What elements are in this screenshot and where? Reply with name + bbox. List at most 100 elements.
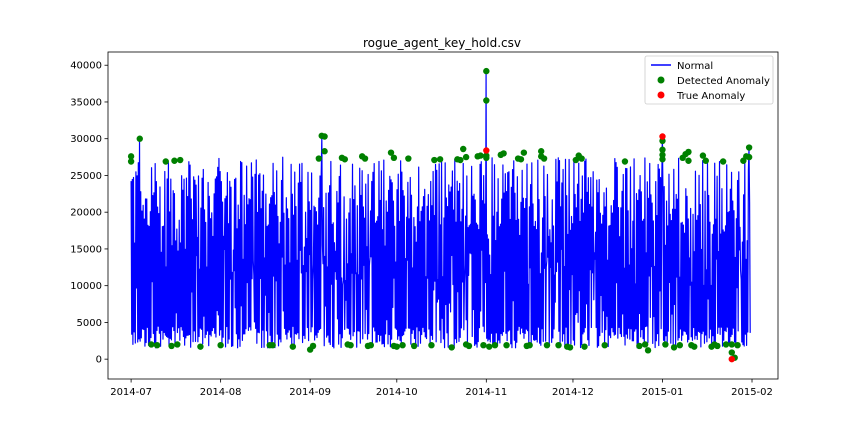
detected-anomaly-point bbox=[644, 347, 652, 354]
detected-anomaly-point bbox=[460, 145, 467, 153]
x-tick-label: 2014-07 bbox=[110, 387, 152, 398]
detected-anomaly-point bbox=[390, 154, 398, 162]
legend-detected-label: Detected Anomaly bbox=[677, 76, 770, 87]
detected-anomaly-point bbox=[636, 342, 643, 350]
y-tick-label: 25000 bbox=[70, 171, 102, 182]
detected-anomaly-point bbox=[537, 148, 545, 155]
legend-normal-label: Normal bbox=[677, 61, 713, 72]
detected-anomaly-point bbox=[477, 152, 484, 159]
detected-anomaly-point bbox=[641, 341, 649, 348]
detected-anomaly-point bbox=[685, 148, 692, 156]
detected-anomaly-point bbox=[500, 150, 507, 157]
true-anomaly-point bbox=[483, 147, 490, 154]
x-tick-label: 2014-12 bbox=[552, 387, 594, 398]
true-anomaly-point bbox=[659, 133, 666, 140]
y-tick-label: 10000 bbox=[70, 281, 102, 292]
detected-anomaly-point bbox=[503, 341, 510, 349]
detected-anomaly-point bbox=[480, 341, 487, 349]
detected-anomaly-point bbox=[457, 156, 464, 164]
detected-anomaly-point bbox=[491, 341, 499, 349]
detected-anomaly-point bbox=[428, 341, 435, 349]
x-tick-label: 2014-10 bbox=[376, 387, 418, 398]
detected-anomaly-point bbox=[462, 153, 470, 161]
plot-frame bbox=[107, 51, 779, 380]
detected-anomaly-point bbox=[578, 155, 585, 162]
y-tick-label: 30000 bbox=[70, 134, 102, 145]
detected-anomaly-point bbox=[526, 341, 533, 349]
chart-title: rogue_agent_key_hold.csv bbox=[363, 36, 521, 50]
y-axis: 0 5000 10000 15000 20000 25000 30000 35000 40000 bbox=[70, 61, 108, 366]
detected-anomaly-point bbox=[483, 152, 490, 159]
detected-anomaly-point bbox=[153, 341, 161, 349]
detected-anomaly-point bbox=[405, 155, 412, 162]
x-tick-label: 2014-11 bbox=[465, 387, 507, 398]
detected-anomaly-point bbox=[136, 135, 143, 142]
detected-anomaly-point bbox=[699, 152, 707, 159]
detected-anomaly-point bbox=[483, 67, 490, 75]
normal-series bbox=[130, 70, 751, 349]
detected-anomaly-point bbox=[543, 341, 551, 349]
true-anomaly-point bbox=[728, 355, 735, 363]
detected-anomaly-point bbox=[659, 151, 666, 159]
detected-anomaly-point bbox=[321, 148, 328, 155]
detected-anomaly-point bbox=[367, 341, 375, 349]
detected-anomaly-point bbox=[566, 344, 574, 351]
detected-anomaly-point bbox=[702, 157, 710, 164]
detected-anomaly-point bbox=[676, 341, 684, 349]
detected-anomaly-point bbox=[309, 342, 317, 350]
detected-anomaly-point bbox=[171, 157, 178, 164]
x-tick-label: 2015-02 bbox=[731, 387, 773, 398]
detected-anomaly-point bbox=[393, 343, 400, 350]
x-tick-label: 2014-08 bbox=[200, 387, 242, 398]
legend-true-swatch bbox=[657, 91, 665, 99]
normal-line bbox=[130, 70, 751, 349]
x-axis: 2014-07 2014-08 2014-09 2014-10 2014-11 2014-… bbox=[110, 379, 773, 398]
detected-anomaly-point bbox=[581, 343, 588, 350]
legend: Normal Detected Anomaly True Anomaly bbox=[644, 55, 774, 105]
detected-anomaly-point bbox=[728, 349, 735, 356]
detected-anomaly-point bbox=[448, 344, 455, 351]
detected-anomaly-point bbox=[601, 341, 608, 349]
detected-anomaly-point bbox=[719, 158, 727, 165]
detected-anomaly-point bbox=[387, 149, 395, 156]
detected-anomaly-point bbox=[217, 341, 224, 349]
detected-anomaly-point bbox=[347, 341, 354, 349]
detected-anomaly-point bbox=[483, 97, 490, 104]
x-tick-label: 2014-09 bbox=[289, 387, 331, 398]
detected-anomaly-point bbox=[431, 156, 438, 164]
detected-anomaly-point bbox=[517, 156, 525, 163]
detected-anomaly-point bbox=[399, 341, 406, 349]
detected-anomaly-point bbox=[162, 158, 169, 165]
y-tick-label: 0 bbox=[96, 355, 102, 366]
y-tick-label: 15000 bbox=[70, 244, 102, 255]
y-tick-label: 20000 bbox=[70, 208, 102, 219]
detected-anomaly-point bbox=[691, 343, 698, 350]
x-tick-label: 2015-01 bbox=[642, 387, 684, 398]
detected-anomaly-point bbox=[670, 344, 678, 351]
y-tick-label: 5000 bbox=[77, 318, 102, 329]
detected-anomaly-point bbox=[436, 156, 444, 163]
legend-true-label: True Anomaly bbox=[676, 91, 745, 102]
detected-anomaly-point bbox=[621, 158, 629, 165]
detected-anomaly-point bbox=[410, 342, 418, 350]
detected-anomaly-point bbox=[659, 146, 666, 153]
true-anomaly-series bbox=[483, 133, 735, 363]
detected-anomaly-point bbox=[361, 155, 369, 162]
detected-anomaly-point bbox=[659, 137, 666, 145]
detected-anomaly-point bbox=[745, 153, 753, 161]
detected-anomaly-point bbox=[520, 149, 528, 156]
detected-anomaly-series bbox=[127, 67, 753, 361]
detected-anomaly-point bbox=[722, 341, 730, 348]
legend-detected-swatch bbox=[657, 76, 665, 84]
detected-anomaly-point bbox=[127, 158, 135, 165]
detected-anomaly-point bbox=[289, 343, 297, 350]
detected-anomaly-point bbox=[662, 341, 669, 348]
detected-anomaly-point bbox=[714, 342, 721, 350]
y-tick-label: 40000 bbox=[70, 61, 102, 72]
detected-anomaly-point bbox=[176, 156, 184, 164]
detected-anomaly-point bbox=[341, 156, 349, 163]
detected-anomaly-point bbox=[465, 342, 473, 350]
detected-anomaly-point bbox=[728, 341, 735, 348]
